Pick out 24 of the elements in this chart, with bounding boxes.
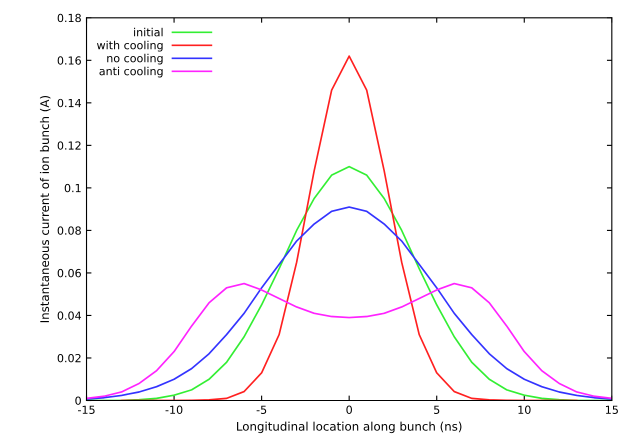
x-tick-label: 15 xyxy=(606,406,618,414)
y-tick-label: 0.08 xyxy=(58,226,81,235)
legend-label: initial xyxy=(134,28,163,36)
x-tick-label: -10 xyxy=(166,406,182,414)
x-tick-label: -15 xyxy=(78,406,95,414)
line-series xyxy=(120,55,578,400)
legend-label: with cooling xyxy=(96,40,163,52)
y-tick-label: 0.1 xyxy=(64,184,81,192)
legend-label: no cooling xyxy=(107,54,163,65)
x-tick-label: 0 xyxy=(346,406,352,414)
y-tick-label: 0.12 xyxy=(58,141,81,150)
y-tick-label: 0.18 xyxy=(58,14,81,22)
y-tick-label: 0.06 xyxy=(58,268,81,278)
x-tick-label: 5 xyxy=(434,406,440,414)
legend-label: anti cooling xyxy=(99,66,163,78)
y-axis-title: Instantaneous current of ion bunch (A) xyxy=(40,96,50,322)
y-tick-label: 0 xyxy=(75,396,81,405)
y-tick-label: 0.16 xyxy=(58,56,81,65)
x-axis-title: Longitudinal location along bunch (ns) xyxy=(237,422,462,434)
y-tick-label: 0.04 xyxy=(58,311,82,320)
x-tick-label: -5 xyxy=(256,406,266,414)
y-tick-label: 0.02 xyxy=(58,354,81,362)
x-tick-label: 10 xyxy=(518,406,531,414)
y-tick-label: 0.14 xyxy=(58,98,82,108)
